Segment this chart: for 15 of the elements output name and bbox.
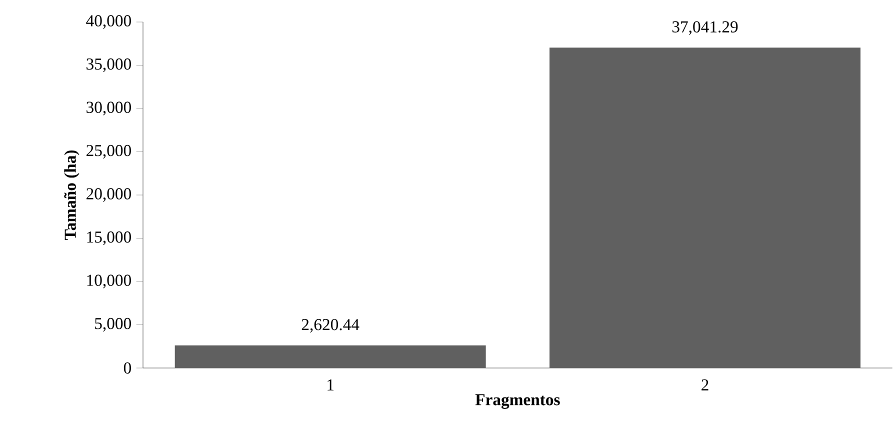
data-label: 2,620.44: [302, 318, 360, 333]
y-tick-label: 25,000: [86, 144, 131, 159]
data-label: 37,041.29: [672, 21, 738, 35]
x-tick-label: 2: [702, 379, 708, 390]
x-axis-title: Fragmentos: [475, 394, 560, 409]
y-tick-label: 30,000: [86, 102, 131, 116]
y-tick-label: 20,000: [86, 188, 131, 202]
y-axis-title: Tamaño (ha): [64, 150, 80, 240]
y-tick-label: 5,000: [95, 318, 131, 332]
y-tick-label: 40,000: [86, 15, 131, 29]
y-tick-label: 0: [124, 362, 131, 374]
y-tick-label: 10,000: [87, 274, 131, 288]
x-tick-label: 1: [328, 379, 334, 390]
y-tick-label: 15,000: [87, 231, 131, 246]
y-tick-label: 35,000: [86, 58, 131, 72]
